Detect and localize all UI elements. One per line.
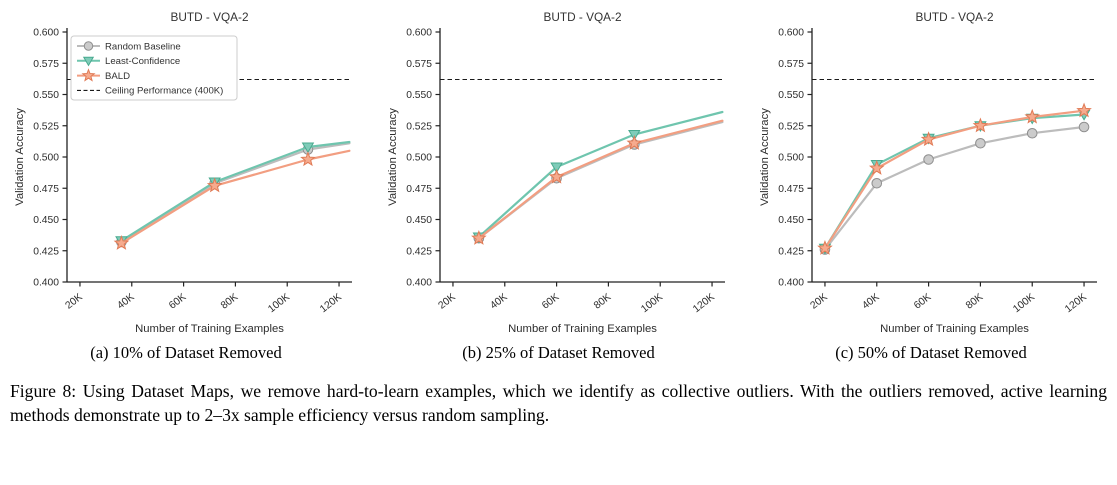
x-axis-label: Number of Training Examples bbox=[880, 323, 1029, 335]
legend-item-label: Ceiling Performance (400K) bbox=[105, 86, 223, 97]
x-tick-label: 40K bbox=[860, 292, 881, 312]
y-tick-label: 0.450 bbox=[778, 215, 804, 226]
chart-c-50pct-removed: 0.400 0.425 0.450 0.475 0.500 0.525 0.550 0.575… bbox=[759, 10, 1097, 335]
y-tick-label: 0.575 bbox=[778, 59, 804, 70]
y-tick-label: 0.450 bbox=[406, 215, 432, 226]
x-tick-label: 100K bbox=[1011, 292, 1037, 316]
legend-item-label: Least-Confidence bbox=[105, 56, 180, 67]
series-random-baseline bbox=[473, 120, 723, 244]
axes: 0.400 0.425 0.450 0.475 0.500 0.525 0.550 0.575… bbox=[406, 28, 725, 316]
y-tick-label: 0.600 bbox=[778, 28, 804, 39]
y-tick-label: 0.475 bbox=[406, 184, 432, 195]
x-axis-label: Number of Training Examples bbox=[508, 323, 657, 335]
series-bald bbox=[470, 119, 723, 245]
x-tick-label: 60K bbox=[167, 292, 188, 312]
y-axis-label: Validation Accuracy bbox=[14, 108, 26, 206]
y-tick-label: 0.525 bbox=[778, 121, 804, 132]
chart-a-10pct-removed: 0.400 0.425 0.450 0.475 0.500 0.525 0.550 0.575… bbox=[14, 10, 352, 335]
y-tick-label: 0.425 bbox=[778, 246, 804, 257]
y-tick-label: 0.400 bbox=[778, 278, 804, 289]
y-tick-label: 0.575 bbox=[406, 59, 432, 70]
axes: 0.400 0.425 0.450 0.475 0.500 0.525 0.550 0.575… bbox=[778, 28, 1097, 316]
y-axis-label: Validation Accuracy bbox=[759, 108, 771, 206]
x-tick-label: 120K bbox=[318, 292, 344, 316]
chart-block-a: 0.400 0.425 0.450 0.475 0.500 0.525 0.550 0.575… bbox=[10, 6, 362, 363]
y-tick-label: 0.425 bbox=[406, 246, 432, 257]
x-tick-label: 40K bbox=[115, 292, 136, 312]
y-tick-label: 0.500 bbox=[33, 153, 59, 164]
x-axis-label: Number of Training Examples bbox=[135, 323, 284, 335]
x-tick-label: 100K bbox=[266, 292, 292, 316]
y-tick-label: 0.500 bbox=[778, 153, 804, 164]
x-tick-label: 60K bbox=[912, 292, 933, 312]
chart-title: BUTD - VQA-2 bbox=[916, 10, 994, 24]
legend-item-label: BALD bbox=[105, 71, 130, 82]
y-tick-label: 0.425 bbox=[33, 246, 59, 257]
y-tick-label: 0.400 bbox=[406, 278, 432, 289]
y-tick-label: 0.475 bbox=[33, 184, 59, 195]
y-tick-label: 0.575 bbox=[33, 59, 59, 70]
x-tick-label: 20K bbox=[64, 292, 85, 312]
x-tick-label: 120K bbox=[691, 292, 717, 316]
y-tick-label: 0.450 bbox=[33, 215, 59, 226]
series-random-baseline bbox=[819, 121, 1090, 255]
chart-block-b: 0.400 0.425 0.450 0.475 0.500 0.525 0.550 0.575… bbox=[383, 6, 735, 363]
x-tick-label: 120K bbox=[1063, 292, 1089, 316]
figure-caption: Figure 8: Using Dataset Maps, we remove … bbox=[10, 381, 1107, 426]
y-axis-label: Validation Accuracy bbox=[387, 108, 399, 206]
x-tick-label: 100K bbox=[639, 292, 665, 316]
y-tick-label: 0.500 bbox=[406, 153, 432, 164]
y-tick-label: 0.550 bbox=[778, 90, 804, 101]
legend: Random Baseline Least-Confidence BALD Ceili… bbox=[70, 35, 238, 101]
x-tick-label: 80K bbox=[219, 292, 240, 312]
y-tick-label: 0.600 bbox=[406, 28, 432, 39]
x-tick-label: 20K bbox=[809, 292, 830, 312]
y-tick-label: 0.475 bbox=[778, 184, 804, 195]
charts-row: 0.400 0.425 0.450 0.475 0.500 0.525 0.550 0.575… bbox=[10, 6, 1107, 363]
y-tick-label: 0.525 bbox=[406, 121, 432, 132]
chart-title: BUTD - VQA-2 bbox=[171, 10, 249, 24]
y-tick-label: 0.400 bbox=[33, 278, 59, 289]
chart-block-c: 0.400 0.425 0.450 0.475 0.500 0.525 0.550 0.575… bbox=[755, 6, 1107, 363]
chart-title: BUTD - VQA-2 bbox=[543, 10, 621, 24]
x-tick-label: 40K bbox=[488, 292, 509, 312]
x-tick-label: 60K bbox=[540, 292, 561, 312]
y-tick-label: 0.550 bbox=[33, 90, 59, 101]
chart-b-25pct-removed: 0.400 0.425 0.450 0.475 0.500 0.525 0.550 0.575… bbox=[387, 10, 725, 335]
x-tick-label: 80K bbox=[592, 292, 613, 312]
x-tick-label: 80K bbox=[964, 292, 985, 312]
subcaption-c: (c) 50% of Dataset Removed bbox=[835, 343, 1027, 362]
legend-item-label: Random Baseline bbox=[105, 41, 181, 52]
legend-box bbox=[70, 35, 238, 101]
series-bald bbox=[113, 149, 351, 250]
subcaption-b: (b) 25% of Dataset Removed bbox=[462, 343, 655, 362]
y-tick-label: 0.600 bbox=[33, 28, 59, 39]
series-bald bbox=[817, 102, 1092, 255]
y-tick-label: 0.525 bbox=[33, 121, 59, 132]
x-tick-label: 20K bbox=[436, 292, 457, 312]
subcaption-a: (a) 10% of Dataset Removed bbox=[90, 343, 282, 362]
y-tick-label: 0.550 bbox=[406, 90, 432, 101]
figure-page: 0.400 0.425 0.450 0.475 0.500 0.525 0.550 0.575… bbox=[10, 6, 1107, 426]
